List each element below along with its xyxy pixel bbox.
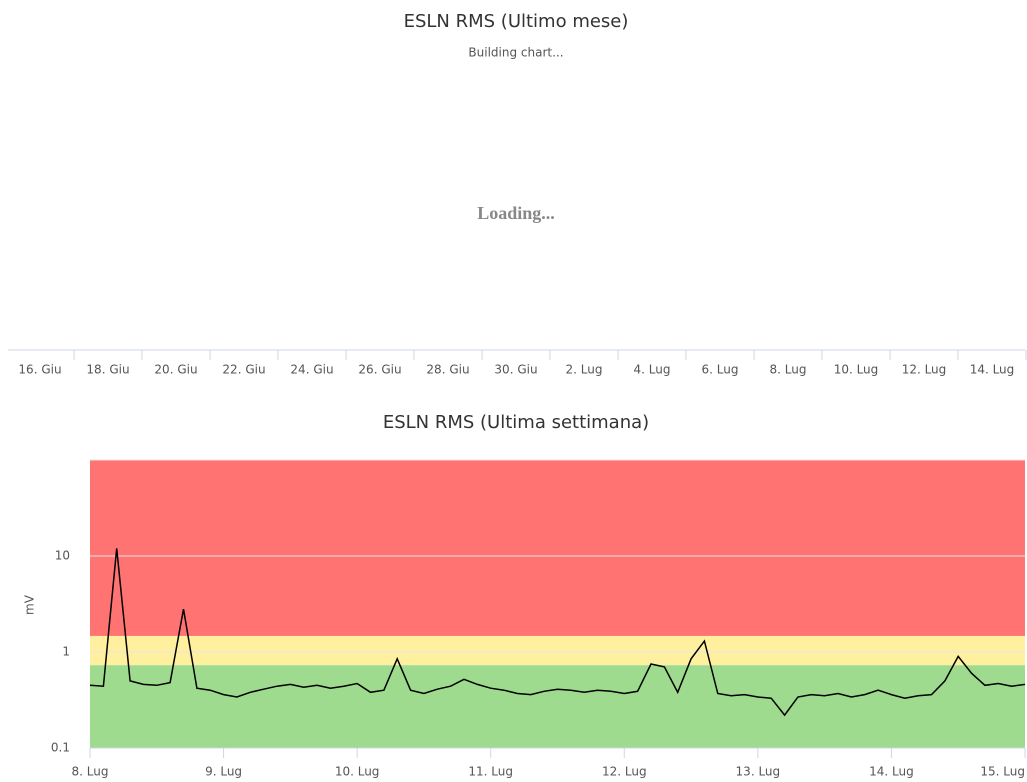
x-tick-label: 14. Lug: [970, 363, 1015, 377]
x-tick-label: 10. Lug: [335, 765, 380, 779]
loading-text: Loading...: [477, 203, 555, 223]
x-tick-label: 15. Lug: [980, 765, 1025, 779]
chart-title: ESLN RMS (Ultimo mese): [404, 11, 629, 32]
x-tick-label: 8. Lug: [72, 765, 109, 779]
x-tick-label: 4. Lug: [634, 363, 671, 377]
x-tick-label: 26. Giu: [358, 363, 401, 377]
x-tick-label: 16. Giu: [18, 363, 61, 377]
x-tick-label: 10. Lug: [834, 363, 879, 377]
x-tick-label: 18. Giu: [86, 363, 129, 377]
x-tick-label: 13. Lug: [736, 765, 781, 779]
x-tick-label: 14. Lug: [869, 765, 914, 779]
y-axis-label: mV: [23, 594, 37, 615]
x-tick-label: 24. Giu: [290, 363, 333, 377]
x-tick-label: 6. Lug: [702, 363, 739, 377]
x-tick-label: 30. Giu: [494, 363, 537, 377]
chart-subtitle: Building chart...: [468, 46, 563, 60]
y-tick-label: 1: [62, 645, 70, 659]
x-tick-label: 12. Lug: [602, 765, 647, 779]
x-tick-label: 12. Lug: [902, 363, 947, 377]
x-tick-label: 8. Lug: [770, 363, 807, 377]
y-tick-label: 0.1: [51, 741, 70, 755]
plot-band: [90, 635, 1025, 666]
chart-title: ESLN RMS (Ultima settimana): [383, 412, 649, 433]
x-tick-label: 11. Lug: [468, 765, 513, 779]
plot-band: [90, 460, 1025, 636]
x-tick-label: 28. Giu: [426, 363, 469, 377]
x-tick-label: 9. Lug: [205, 765, 242, 779]
x-tick-label: 2. Lug: [566, 363, 603, 377]
y-tick-label: 10: [55, 549, 70, 563]
x-tick-label: 20. Giu: [154, 363, 197, 377]
x-tick-label: 22. Giu: [222, 363, 265, 377]
plot-band: [90, 665, 1025, 748]
data-line: [89, 548, 1026, 717]
